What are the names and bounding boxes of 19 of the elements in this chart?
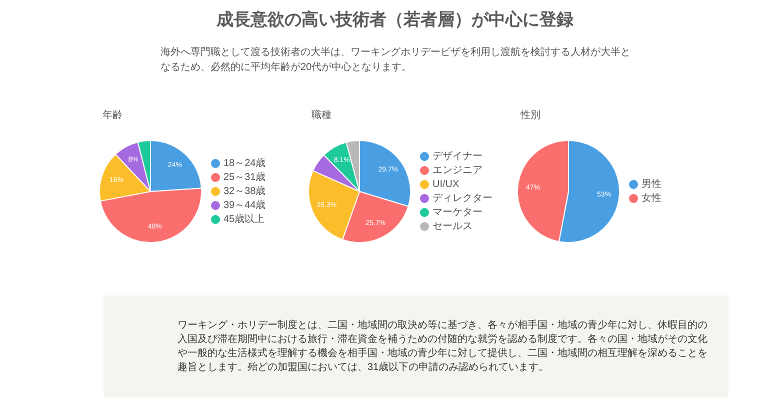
legend-label: エンジニア: [432, 165, 482, 176]
chart-title: 性別: [520, 109, 540, 121]
chart-title: 職種: [312, 109, 332, 121]
legend-label: 18～24歳: [224, 157, 266, 169]
legend-label: セールス: [432, 221, 472, 232]
legend-label: 女性: [642, 192, 662, 204]
legend-label: 39～44歳: [224, 199, 266, 211]
legend-label: ディレクター: [432, 193, 492, 204]
legend-label: マーケター: [432, 207, 482, 218]
legend-label: UI/UX: [432, 179, 460, 190]
text: 海外へ専門職として渡る技術者の大半は、ワーキングホリデービザを利用し渡航を検討する人材が大半となるため、必然的に平均年齢が20代が中心となります。: [160, 46, 630, 73]
legend-label: デザイナー: [432, 151, 482, 162]
chart-title: 年齢: [102, 109, 122, 121]
text: ワーキング・ホリデー制度とは、二国・地域間の取決め等に基づき、各々が相手国・地域の青少年に対し、休暇目的の入国及び滞在期間中における旅行・滞在資金を補うための付随的な就労を認める制度です。各々の国・地域がその文化や一般的な生活様式を理解する機会を相手国・地域の青少年に対して提供し、二国・地域間の相互理解を深めることを趣旨とします。殆どの加盟国においては、31歳以下の申請のみ認められています。: [178, 319, 708, 373]
legend-label: 32～38歳: [224, 185, 266, 197]
legend-label: 25～31歳: [224, 171, 266, 183]
legend-label: 45歳以上: [224, 213, 265, 225]
legend-label: 男性: [642, 178, 662, 190]
text: 成長意欲の高い技術者（若者層）が中心に登録: [216, 10, 574, 29]
